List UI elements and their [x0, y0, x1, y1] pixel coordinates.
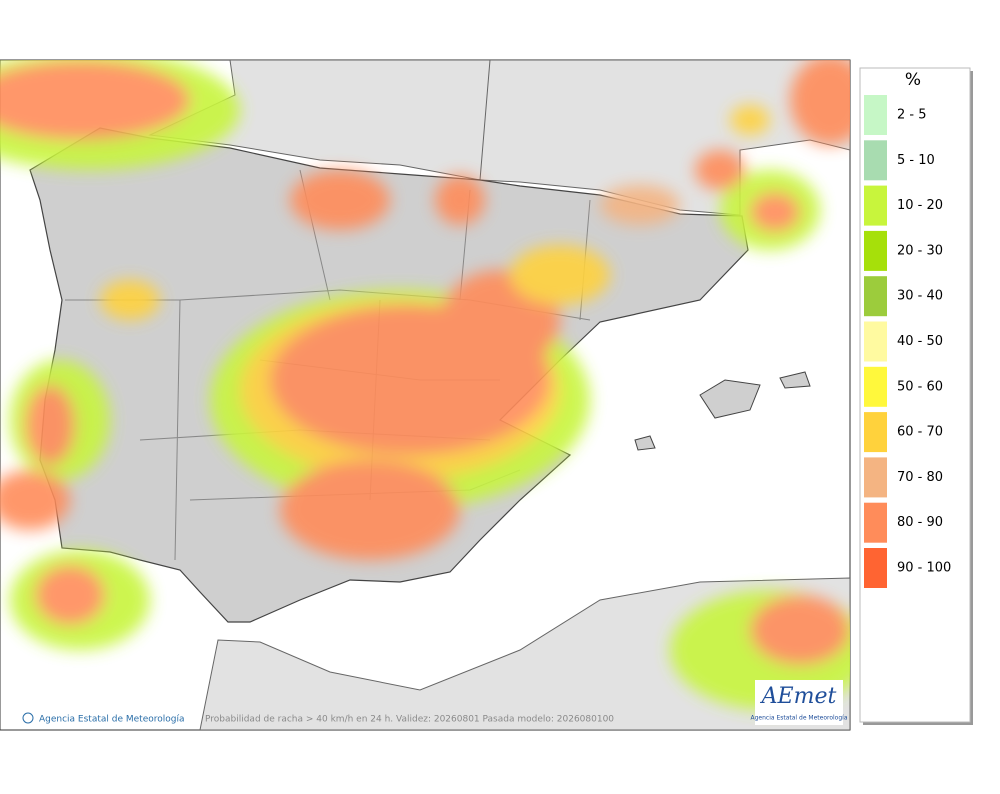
legend-swatch [864, 412, 887, 453]
logo-box [755, 680, 843, 725]
legend-label: 90 - 100 [897, 561, 951, 576]
credit: Agencia Estatal de Meteorología [39, 715, 185, 725]
legend-swatch [864, 366, 887, 407]
legend-swatch [864, 185, 887, 226]
legend-label: 10 - 20 [897, 198, 943, 213]
probability-field [0, 60, 850, 710]
logo-name: AEmet [760, 684, 837, 709]
legend-label: 30 - 40 [897, 289, 943, 304]
land-africa [199, 577, 850, 730]
legend-swatch [864, 140, 887, 181]
legend-label: 70 - 80 [897, 470, 943, 485]
land-islands [634, 371, 811, 451]
legend-label: 20 - 30 [897, 243, 943, 258]
legend-swatch [864, 95, 887, 135]
legend-label: 60 - 70 [897, 425, 943, 440]
caption: Probabilidad de racha > 40 km/h en 24 h.… [205, 715, 614, 725]
copyright-icon [22, 712, 34, 724]
legend-label: 40 - 50 [897, 334, 943, 349]
legend-swatch [864, 502, 887, 543]
legend-title: % [905, 70, 921, 90]
legend-swatch [864, 276, 887, 317]
legend-label: 50 - 60 [897, 379, 943, 394]
map-layers [0, 60, 850, 730]
legend-label: 5 - 10 [897, 153, 935, 168]
legend-label: 2 - 5 [897, 108, 927, 123]
legend-swatch [864, 230, 887, 271]
legend-label: 80 - 90 [897, 515, 943, 530]
logo-subtitle: Agencia Estatal de Meteorología [751, 715, 848, 722]
legend-swatch [864, 548, 887, 588]
legend-swatch [864, 457, 887, 498]
legend-swatch [864, 321, 887, 362]
